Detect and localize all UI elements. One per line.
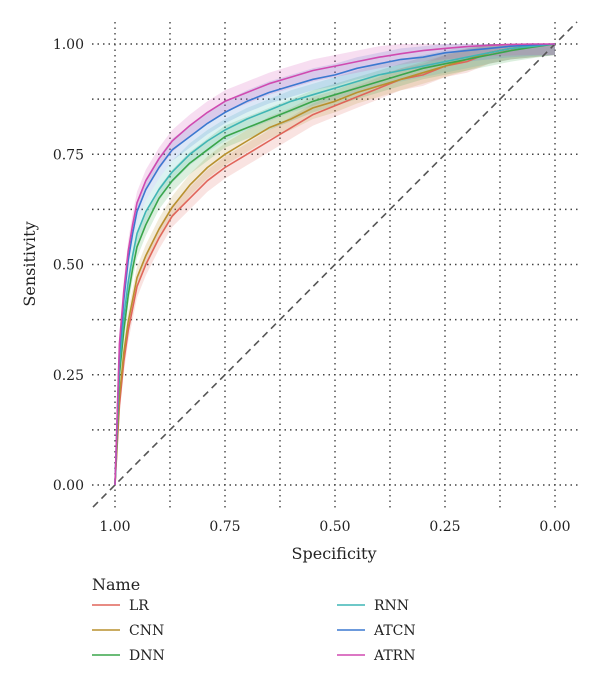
y-tick-label: 0.75 bbox=[53, 147, 84, 163]
legend-label: DNN bbox=[129, 648, 165, 664]
roc-line-dnn bbox=[114, 43, 556, 486]
roc-line-rnn bbox=[114, 43, 556, 486]
y-tick-label: 0.50 bbox=[53, 258, 84, 274]
legend-label: CNN bbox=[129, 623, 164, 639]
legend-item-atrn: ATRN bbox=[337, 648, 415, 664]
reference-diagonal-line bbox=[92, 21, 578, 508]
roc-line-atcn bbox=[114, 43, 556, 486]
roc-line-atrn bbox=[114, 43, 555, 486]
y-tick-label: 1.00 bbox=[53, 37, 84, 53]
legend-item-dnn: DNN bbox=[92, 648, 165, 664]
legend-label: ATCN bbox=[373, 623, 416, 639]
legend-label: RNN bbox=[374, 598, 409, 614]
series-layer bbox=[114, 43, 556, 486]
x-tick-label: 1.00 bbox=[99, 519, 130, 535]
roc-line-lr bbox=[114, 43, 556, 486]
y-tick-label: 0.00 bbox=[53, 478, 84, 494]
x-tick-label: 0.25 bbox=[429, 519, 460, 535]
tick-label-layer: 1.00 0.75 0.50 0.25 0.00 0.00 0.25 0.50 0.75 1.00 bbox=[53, 37, 571, 535]
legend-item-atcn: ATCN bbox=[337, 623, 416, 639]
x-tick-label: 0.00 bbox=[539, 519, 570, 535]
x-tick-label: 0.50 bbox=[319, 519, 350, 535]
y-axis-title: Sensitivity bbox=[20, 221, 39, 306]
legend-item-cnn: CNN bbox=[92, 623, 164, 639]
legend-label: ATRN bbox=[373, 648, 415, 664]
legend-item-lr: LR bbox=[92, 598, 149, 614]
legend-item-rnn: RNN bbox=[337, 598, 409, 614]
legend-items: LR CNN DNN RNN ATCN ATRN bbox=[92, 598, 416, 664]
x-tick-label: 0.75 bbox=[209, 519, 240, 535]
legend-label: LR bbox=[129, 598, 149, 614]
legend: Name LR CNN DNN RNN ATCN ATRN bbox=[92, 575, 416, 664]
x-axis-title: Specificity bbox=[292, 544, 377, 563]
y-tick-label: 0.25 bbox=[53, 368, 84, 384]
legend-title: Name bbox=[92, 575, 140, 594]
